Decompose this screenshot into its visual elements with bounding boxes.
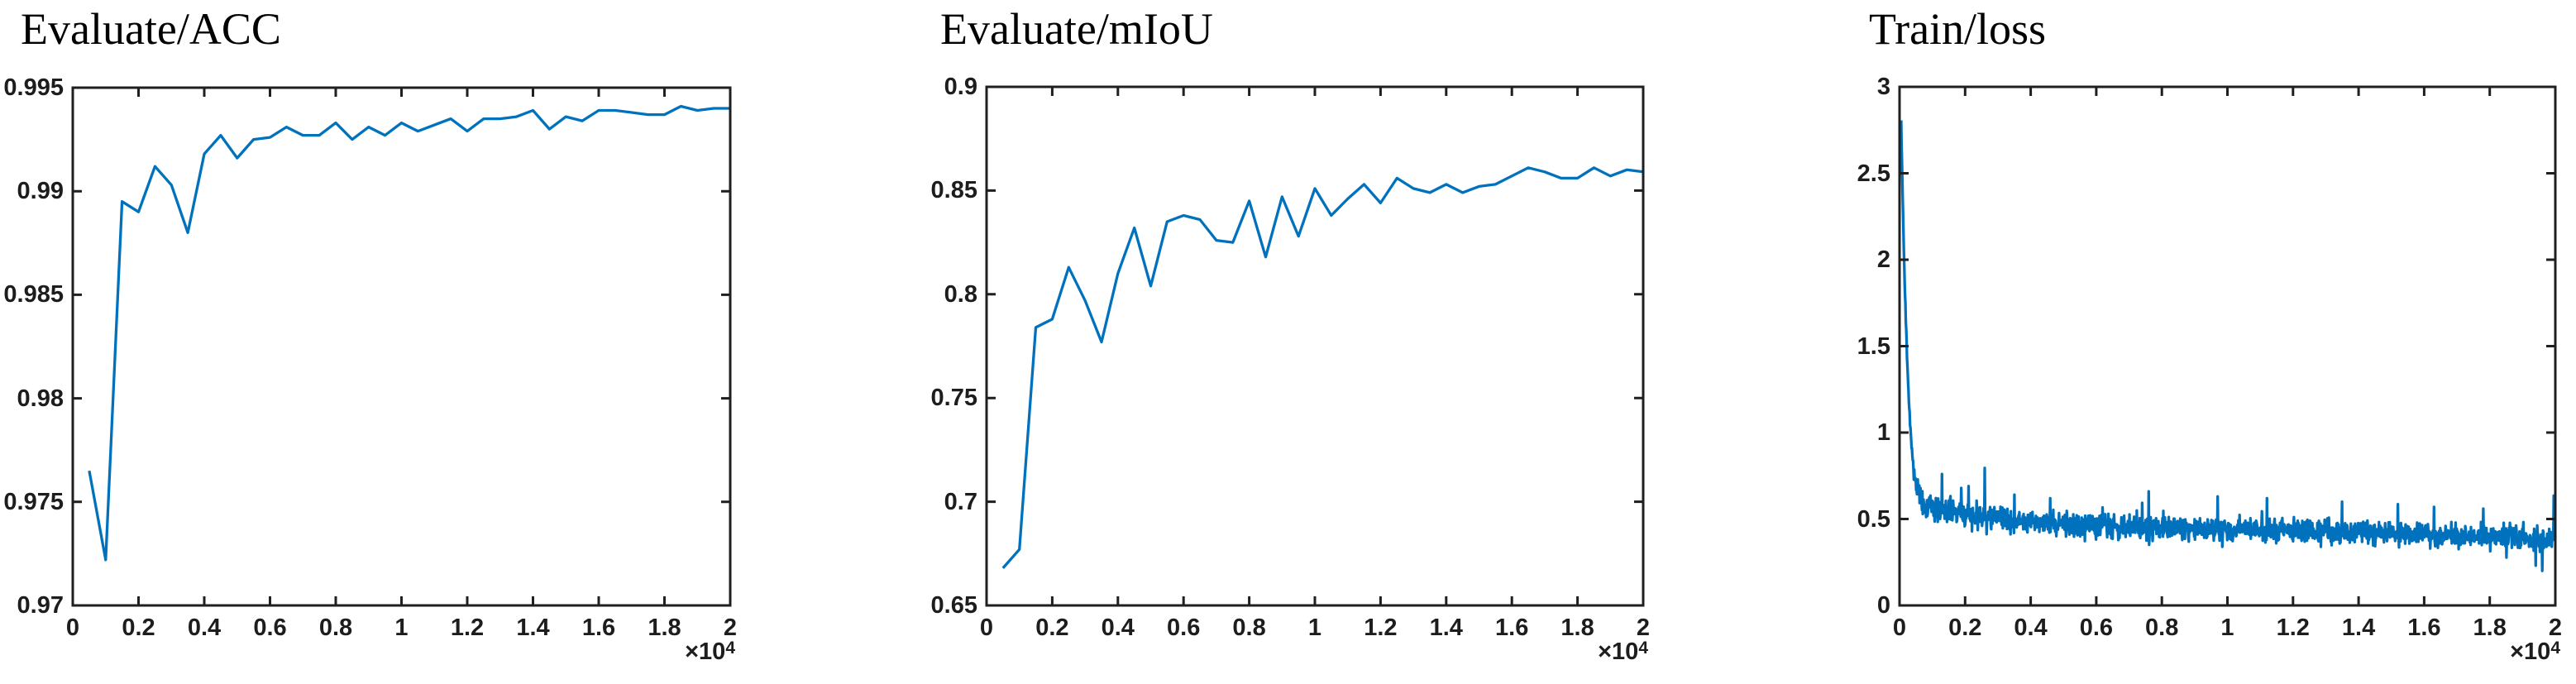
y-tick-label: 0.98 (17, 385, 64, 412)
x-axis-scale-label: ×104 (2510, 639, 2560, 666)
x-tick-label: 0.8 (2145, 615, 2179, 641)
x-axis-scale-label: ×104 (1598, 639, 1648, 666)
y-tick-label: 0.7 (944, 488, 977, 515)
series-line (88, 104, 730, 562)
y-tick-label: 0.75 (930, 385, 977, 412)
y-tick-label: 0.85 (930, 177, 977, 204)
axis-tick-marks (985, 85, 1645, 607)
x-tick-label: 1.2 (2276, 615, 2310, 641)
chart-title-train-loss: Train/loss (1869, 4, 2047, 54)
x-tick-label: 0.8 (1232, 615, 1266, 641)
x-scale-base: ×10 (2510, 639, 2551, 665)
x-tick-label: 1.4 (1429, 615, 1463, 641)
x-tick-label: 1.2 (1364, 615, 1398, 641)
x-tick-label: 1.8 (2473, 615, 2507, 641)
y-tick-label: 2 (1876, 246, 1890, 273)
x-tick-label: 0.6 (253, 615, 287, 641)
y-tick-label: 1 (1876, 419, 1890, 446)
y-tick-label: 3 (1876, 74, 1890, 100)
y-tick-label: 1.5 (1857, 332, 1890, 360)
x-tick-label: 0.4 (1101, 615, 1135, 641)
y-tick-label: 0.5 (1857, 505, 1890, 533)
x-tick-label: 1.4 (2341, 615, 2376, 641)
chart-title-evaluate-miou: Evaluate/mIoU (940, 4, 1213, 54)
y-tick-label: 0.985 (3, 281, 64, 309)
y-tick-label: 0.975 (3, 488, 64, 515)
series-line (1900, 120, 2557, 572)
x-tick-label: 0.2 (1948, 615, 1982, 641)
x-tick-label: 2 (2548, 615, 2563, 641)
x-tick-label: 0 (979, 615, 994, 641)
axes-box (985, 85, 1645, 607)
x-tick-label: 1 (2220, 615, 2234, 641)
x-tick-label: 1.6 (2407, 615, 2441, 641)
x-tick-label: 0.2 (122, 615, 155, 641)
x-tick-label: 0.4 (2014, 615, 2048, 641)
x-scale-exponent: 4 (1638, 639, 1648, 658)
x-scale-base: ×10 (685, 639, 726, 665)
x-tick-label: 1.6 (581, 615, 616, 641)
x-scale-exponent: 4 (2550, 639, 2560, 658)
y-tick-label: 0.65 (930, 592, 977, 619)
chart-train-loss-plot-area (1898, 85, 2557, 607)
x-tick-label: 1.8 (1560, 615, 1594, 641)
x-tick-label: 1 (394, 615, 409, 641)
x-tick-label: 2 (723, 615, 738, 641)
x-tick-label: 0 (65, 615, 80, 641)
y-tick-label: 0.99 (17, 178, 64, 205)
axes-box (1898, 85, 2557, 607)
y-tick-label: 0.97 (17, 592, 64, 619)
x-tick-label: 0.6 (2079, 615, 2114, 641)
y-tick-label: 0.8 (944, 280, 977, 308)
x-tick-label: 1.2 (450, 615, 485, 641)
x-tick-label: 0.8 (318, 615, 353, 641)
y-tick-label: 2.5 (1857, 160, 1890, 187)
chart-evaluate-acc-plot-area (71, 86, 732, 607)
x-tick-label: 0.4 (187, 615, 222, 641)
x-scale-base: ×10 (1598, 639, 1639, 665)
series-line (1001, 166, 1644, 569)
x-axis-scale-label: ×104 (685, 639, 735, 666)
x-tick-label: 0 (1892, 615, 1907, 641)
y-tick-label: 0.9 (944, 74, 977, 100)
x-tick-label: 2 (1636, 615, 1651, 641)
x-tick-label: 0.2 (1035, 615, 1069, 641)
x-scale-exponent: 4 (725, 639, 735, 658)
y-tick-label: 0 (1876, 592, 1890, 619)
x-tick-label: 0.6 (1167, 615, 1201, 641)
x-tick-label: 1.8 (648, 615, 681, 641)
chart-evaluate-miou-plot-area (985, 85, 1645, 607)
x-tick-label: 1.4 (516, 615, 550, 641)
chart-title-evaluate-acc: Evaluate/ACC (21, 4, 281, 54)
axes-box (71, 86, 732, 607)
axis-tick-marks (71, 86, 732, 607)
x-tick-label: 1 (1307, 615, 1322, 641)
x-tick-label: 1.6 (1495, 615, 1529, 641)
y-tick-label: 0.995 (3, 74, 64, 101)
